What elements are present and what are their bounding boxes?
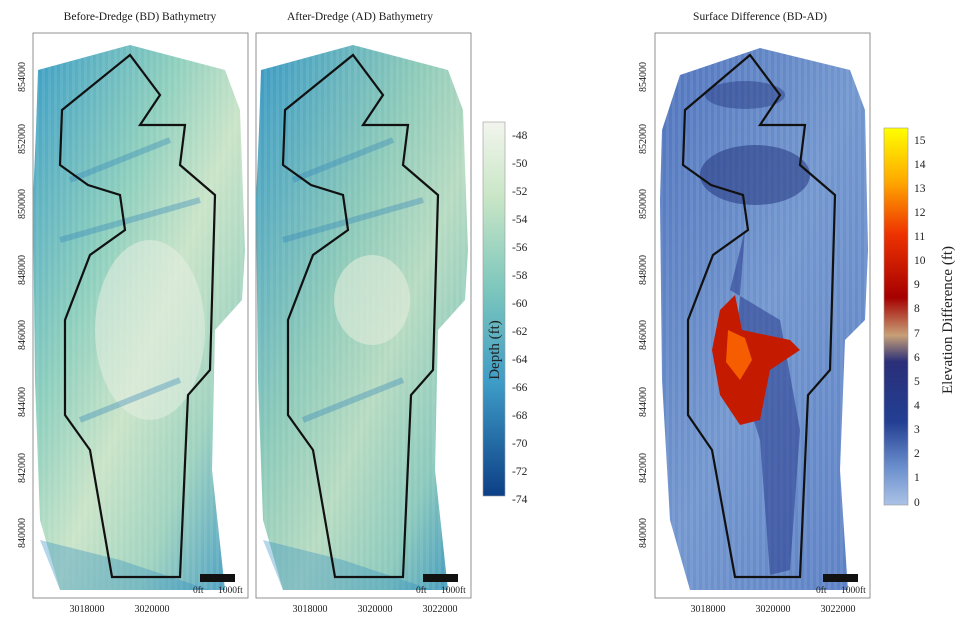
- svg-text:-62: -62: [512, 326, 528, 338]
- svg-text:-52: -52: [512, 186, 528, 198]
- svg-text:842000: 842000: [638, 453, 649, 483]
- x-axis-ticks-after: 3018000 3020000 3022000: [293, 604, 458, 615]
- svg-text:-66: -66: [512, 382, 528, 394]
- svg-text:8: 8: [914, 303, 920, 315]
- svg-text:1: 1: [914, 472, 920, 484]
- scale-bar-start-label: 0ft: [816, 585, 827, 596]
- svg-text:3018000: 3018000: [691, 604, 726, 615]
- svg-text:846000: 846000: [638, 320, 649, 350]
- depth-colorbar-title: Depth (ft): [487, 320, 503, 380]
- svg-text:3022000: 3022000: [821, 604, 856, 615]
- svg-text:854000: 854000: [638, 62, 649, 92]
- scale-bar-difference: [823, 574, 858, 582]
- panel-surface-difference: Surface Difference (BD-AD) 0ft 1000ft 85…: [638, 11, 871, 615]
- svg-text:4: 4: [914, 400, 920, 412]
- svg-text:844000: 844000: [17, 387, 28, 417]
- svg-text:840000: 840000: [17, 518, 28, 548]
- svg-text:12: 12: [914, 207, 926, 219]
- svg-text:-70: -70: [512, 438, 528, 450]
- scale-bar-before: [200, 574, 235, 582]
- svg-text:852000: 852000: [17, 124, 28, 154]
- dredge-area-boundary-before: [58, 53, 217, 579]
- shoal-before: [95, 240, 205, 420]
- svg-text:11: 11: [914, 231, 925, 243]
- svg-text:840000: 840000: [638, 518, 649, 548]
- elevation-colorbar: 15 14 13 12 11 10 9 8 7 6 5 4 3 2 1 0 El…: [883, 127, 956, 509]
- svg-text:-74: -74: [512, 494, 528, 506]
- svg-text:2: 2: [914, 448, 920, 460]
- panel-title-before-dredge: Before-Dredge (BD) Bathymetry: [64, 11, 217, 23]
- svg-text:14: 14: [914, 159, 926, 171]
- depth-colorbar-ramp: [482, 121, 506, 497]
- svg-text:3018000: 3018000: [293, 604, 328, 615]
- elevation-colorbar-labels: 15 14 13 12 11 10 9 8 7 6 5 4 3 2 1 0: [914, 135, 926, 509]
- panel-title-surface-difference: Surface Difference (BD-AD): [693, 11, 827, 23]
- svg-text:848000: 848000: [17, 255, 28, 285]
- scale-bar-end-label: 1000ft: [218, 585, 243, 596]
- panel-title-after-dredge: After-Dredge (AD) Bathymetry: [287, 11, 433, 23]
- svg-text:3020000: 3020000: [358, 604, 393, 615]
- svg-text:-56: -56: [512, 242, 528, 254]
- y-axis-ticks-difference: 854000 852000 850000 848000 846000 84400…: [638, 62, 649, 548]
- svg-text:848000: 848000: [638, 255, 649, 285]
- scale-bar-after: [423, 574, 458, 582]
- elevation-colorbar-ramp: [883, 127, 909, 506]
- svg-text:850000: 850000: [638, 189, 649, 219]
- panel-after-dredge: After-Dredge (AD) Bathymetry 0ft 1000ft …: [255, 11, 472, 615]
- dredge-area-boundary-difference: [681, 53, 837, 579]
- svg-text:-48: -48: [512, 130, 528, 142]
- depth-colorbar: -48 -50 -52 -54 -56 -58 -60 -62 -64 -66 …: [482, 121, 528, 506]
- svg-text:3018000: 3018000: [70, 604, 105, 615]
- svg-text:842000: 842000: [17, 453, 28, 483]
- panel-before-dredge: Before-Dredge (BD) Bathymetry 0ft 1000ft…: [17, 11, 249, 615]
- svg-text:3020000: 3020000: [756, 604, 791, 615]
- shoal-after: [334, 255, 410, 345]
- svg-text:3020000: 3020000: [135, 604, 170, 615]
- svg-text:-58: -58: [512, 270, 528, 282]
- scale-bar-start-label: 0ft: [193, 585, 204, 596]
- scale-bar-end-label: 1000ft: [841, 585, 866, 596]
- svg-text:13: 13: [914, 183, 926, 195]
- svg-text:846000: 846000: [17, 320, 28, 350]
- svg-text:7: 7: [914, 328, 920, 340]
- dredge-area-boundary-after: [281, 53, 440, 579]
- svg-text:-68: -68: [512, 410, 528, 422]
- dredged-material-area: [712, 295, 800, 425]
- svg-text:-54: -54: [512, 214, 528, 226]
- svg-text:844000: 844000: [638, 387, 649, 417]
- depth-colorbar-labels: -48 -50 -52 -54 -56 -58 -60 -62 -64 -66 …: [512, 130, 528, 506]
- svg-text:-60: -60: [512, 298, 528, 310]
- svg-text:-72: -72: [512, 466, 528, 478]
- scale-bar-start-label: 0ft: [416, 585, 427, 596]
- svg-text:-64: -64: [512, 354, 528, 366]
- svg-text:10: 10: [914, 255, 926, 267]
- svg-text:9: 9: [914, 279, 920, 291]
- svg-text:-50: -50: [512, 158, 528, 170]
- scale-bar-end-label: 1000ft: [441, 585, 466, 596]
- svg-text:0: 0: [914, 497, 920, 509]
- svg-text:852000: 852000: [638, 124, 649, 154]
- svg-text:854000: 854000: [17, 62, 28, 92]
- svg-text:850000: 850000: [17, 189, 28, 219]
- svg-text:3022000: 3022000: [423, 604, 458, 615]
- svg-text:3: 3: [914, 424, 920, 436]
- svg-text:15: 15: [914, 135, 926, 147]
- elevation-colorbar-title: Elevation Difference (ft): [940, 246, 956, 394]
- svg-text:6: 6: [914, 352, 920, 364]
- y-axis-ticks-before: 854000 852000 850000 848000 846000 84400…: [17, 62, 28, 548]
- x-axis-ticks-difference: 3018000 3020000 3022000: [691, 604, 856, 615]
- x-axis-ticks-before: 3018000 3020000: [70, 604, 170, 615]
- svg-text:5: 5: [914, 376, 920, 388]
